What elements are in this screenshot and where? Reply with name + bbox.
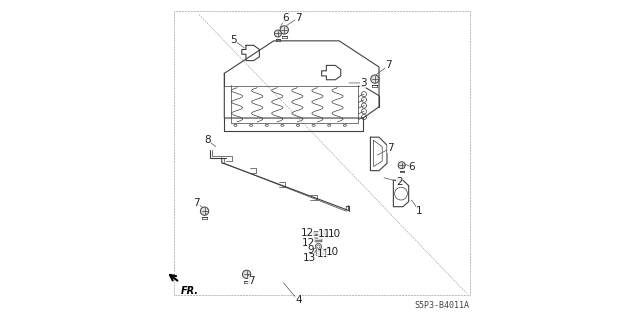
Text: 3: 3 bbox=[360, 78, 366, 88]
Circle shape bbox=[371, 75, 379, 83]
FancyBboxPatch shape bbox=[326, 233, 331, 237]
Text: 4: 4 bbox=[295, 295, 301, 306]
Text: 10: 10 bbox=[326, 247, 339, 257]
Text: 7: 7 bbox=[387, 143, 394, 153]
Text: S5P3-B4011A: S5P3-B4011A bbox=[414, 301, 469, 310]
Text: 7: 7 bbox=[385, 60, 392, 70]
Circle shape bbox=[320, 249, 325, 255]
Text: 9: 9 bbox=[307, 245, 314, 256]
Text: 5: 5 bbox=[230, 35, 237, 45]
Text: 1: 1 bbox=[415, 205, 422, 216]
Circle shape bbox=[315, 250, 321, 256]
Text: 6: 6 bbox=[408, 162, 415, 173]
Circle shape bbox=[317, 245, 320, 248]
Text: 7: 7 bbox=[295, 12, 301, 23]
Text: 12: 12 bbox=[302, 238, 316, 249]
Circle shape bbox=[275, 30, 282, 37]
Text: 11: 11 bbox=[318, 228, 332, 239]
FancyBboxPatch shape bbox=[326, 248, 330, 253]
FancyBboxPatch shape bbox=[314, 232, 321, 235]
Text: 7: 7 bbox=[248, 276, 255, 286]
Text: 12: 12 bbox=[301, 228, 314, 238]
Text: FR.: FR. bbox=[181, 286, 199, 295]
Text: 10: 10 bbox=[328, 229, 341, 240]
Text: 2: 2 bbox=[396, 177, 403, 187]
Circle shape bbox=[200, 207, 209, 215]
Circle shape bbox=[321, 250, 324, 254]
Circle shape bbox=[317, 251, 319, 254]
FancyBboxPatch shape bbox=[314, 238, 322, 242]
Text: 8: 8 bbox=[204, 135, 211, 145]
Circle shape bbox=[316, 243, 321, 250]
Circle shape bbox=[398, 162, 405, 169]
Text: 13: 13 bbox=[303, 253, 316, 263]
Circle shape bbox=[321, 232, 324, 235]
Circle shape bbox=[320, 231, 326, 236]
Circle shape bbox=[280, 26, 289, 34]
Text: 11: 11 bbox=[317, 249, 330, 259]
Circle shape bbox=[243, 270, 251, 278]
Text: 7: 7 bbox=[193, 197, 200, 208]
Text: 6: 6 bbox=[282, 12, 289, 23]
